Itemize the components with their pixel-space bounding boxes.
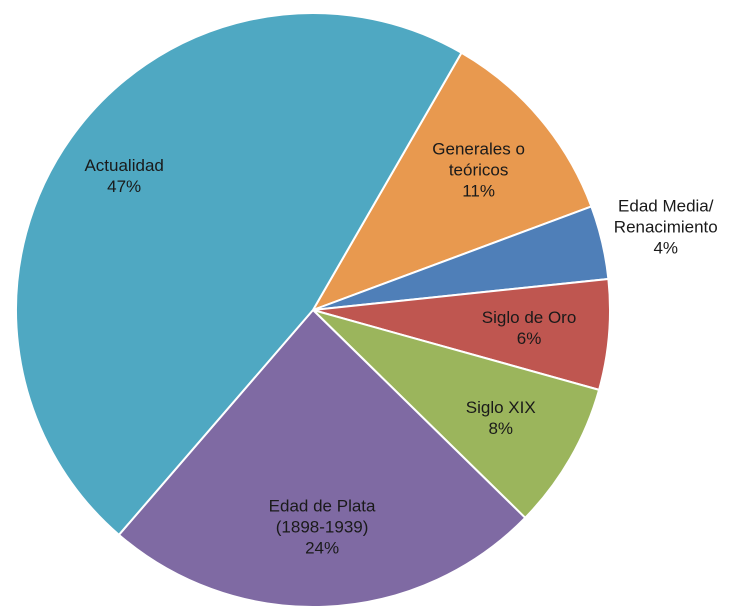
slice-label: Siglo XIX 8% [466,397,536,439]
category-name: Siglo XIX [465,398,536,418]
pie-slice [312,309,601,520]
slice-label: Edad de Plata (1898-1939) 24% [269,495,376,558]
category-name: Edad Media/ Renacimiento [613,196,718,237]
value-label: 47% [107,176,142,196]
pie-slice [117,308,527,608]
value-label: 24% [305,538,340,558]
pie-slice [310,51,593,312]
slice-label: Edad Media/ Renacimiento 4% [614,196,718,259]
category-name: Edad de Plata (1898-1939) [268,496,376,537]
value-label: 8% [488,419,514,439]
value-label: 11% [462,181,495,201]
category-name: Generales o teóricos [432,139,525,180]
value-label: 4% [653,238,679,258]
pie-slice [14,11,463,537]
category-name: Actualidad [84,155,164,175]
slice-label: Generales o teóricos 11% [432,139,525,202]
slice-label: Siglo de Oro 6% [482,307,577,349]
category-name: Siglo de Oro [481,308,577,328]
value-label: 6% [516,329,542,349]
slice-label: Actualidad 47% [84,155,163,197]
